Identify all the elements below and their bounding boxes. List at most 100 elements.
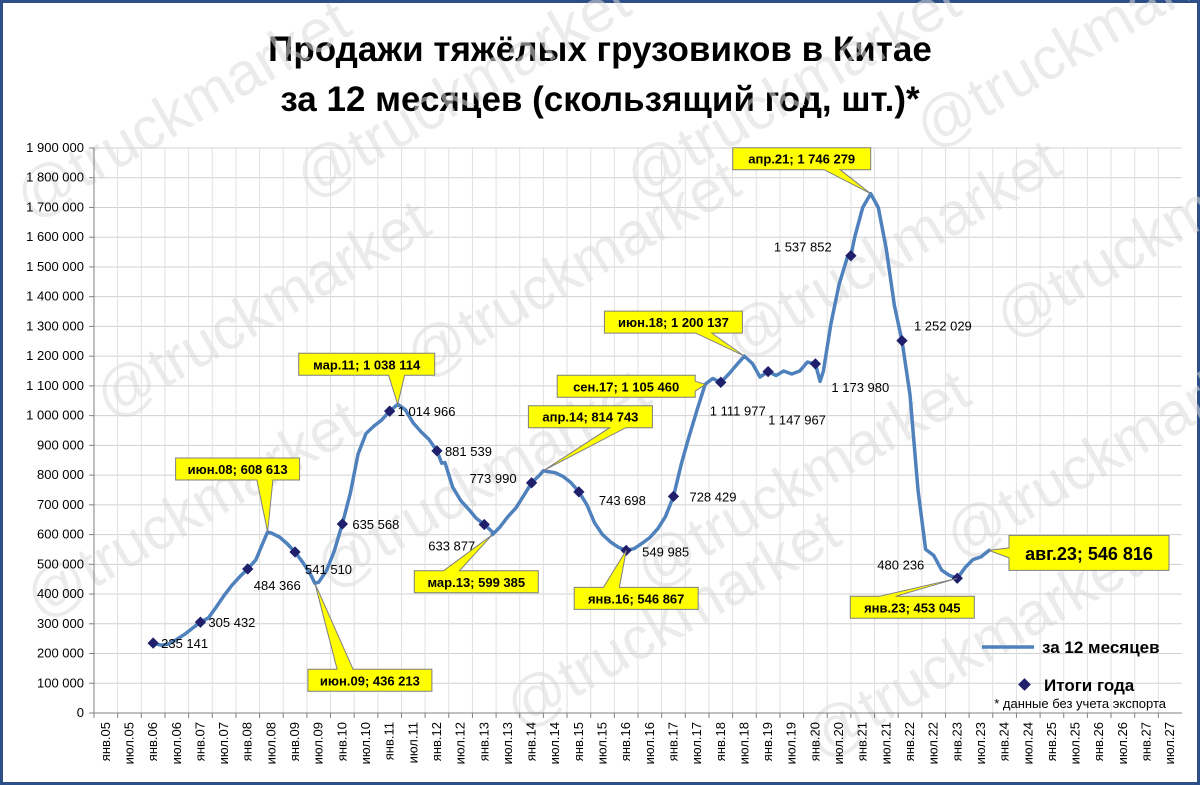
x-tick-label: янв.11 [382, 722, 397, 760]
year-total-marker [242, 563, 254, 575]
x-tick-label: июл.22 [926, 722, 941, 764]
callout-label: сен.17; 1 105 460 [573, 379, 679, 394]
x-tick-label: янв.24 [997, 722, 1012, 761]
callout-box [849, 577, 975, 619]
year-total-marker [845, 250, 857, 262]
legend-label-marker: Итоги года [1044, 676, 1135, 695]
x-tick-label: июл.13 [500, 722, 515, 764]
year-total-marker [147, 637, 159, 649]
callout-label: авг.23; 546 816 [1025, 544, 1153, 564]
legend-label-line: за 12 месяцев [1042, 638, 1160, 657]
x-tick-label: янв.17 [665, 722, 680, 761]
x-tick-label: янв.18 [713, 722, 728, 761]
x-tick-label: июл.26 [1115, 722, 1130, 764]
legend-marker-swatch [1018, 678, 1031, 691]
callout-box [298, 352, 436, 407]
chart-title: Продажи тяжёлых грузовиков в Китае за 12… [3, 25, 1197, 125]
year-total-marker [525, 477, 538, 489]
callout: янв.16; 546 867 [573, 550, 699, 610]
year-total-marker [896, 335, 908, 347]
y-tick-label: 200 000 [37, 646, 84, 661]
callout-label: июн.18; 1 200 137 [618, 315, 729, 330]
data-label: 635 568 [352, 517, 399, 532]
data-label: 1 014 966 [398, 404, 456, 419]
x-tick-label: янв.20 [807, 722, 822, 761]
year-total-marker [809, 358, 822, 370]
callout-box [413, 534, 539, 594]
data-label: 549 985 [642, 544, 689, 559]
x-tick-label: июл.27 [1162, 722, 1177, 764]
x-tick-label: июл.24 [1020, 722, 1035, 764]
y-tick-label: 1 500 000 [26, 259, 84, 274]
y-tick-label: 500 000 [37, 556, 84, 571]
year-total-marker [478, 518, 490, 531]
x-tick-label: июл.10 [358, 722, 373, 764]
data-label: 1 147 967 [768, 413, 826, 428]
callout-label: янв.16; 546 867 [588, 591, 684, 606]
x-tick-label: янв.19 [760, 722, 775, 761]
y-tick-label: 700 000 [37, 497, 84, 512]
data-label: 881 539 [445, 444, 492, 459]
x-tick-label: июл.12 [453, 722, 468, 764]
y-tick-label: 900 000 [37, 437, 84, 452]
x-tick-label: янв.13 [476, 722, 491, 761]
callout: апр.21; 1 746 279 [732, 147, 872, 195]
callout-box [527, 405, 653, 472]
x-tick-label: июл.19 [784, 722, 799, 764]
data-label: 305 432 [208, 615, 255, 630]
x-tick-label: июл.18 [736, 722, 751, 764]
x-tick-label: янв.09 [287, 722, 302, 761]
callout-label: июн.09; 436 213 [320, 673, 420, 688]
x-tick-label: июл.17 [689, 722, 704, 764]
x-tick-label: июл.09 [311, 722, 326, 764]
callout: июн.18; 1 200 137 [603, 310, 745, 357]
watermark-text: @truckmarket [83, 186, 441, 431]
callout: сен.17; 1 105 460 [556, 374, 707, 398]
x-tick-label: янв.23 [949, 722, 964, 761]
callout-box [603, 310, 745, 357]
y-tick-label: 1 000 000 [26, 408, 84, 423]
data-label: 773 990 [470, 471, 517, 486]
y-tick-label: 1 800 000 [26, 170, 84, 185]
callout-box [732, 147, 872, 195]
year-total-marker [336, 518, 349, 530]
x-tick-label: июл.20 [831, 722, 846, 764]
y-tick-label: 100 000 [37, 675, 84, 690]
y-tick-label: 400 000 [37, 586, 84, 601]
callout-box [573, 550, 699, 610]
data-label: 1 537 852 [774, 240, 832, 255]
data-label: 235 141 [161, 636, 208, 651]
y-tick-label: 1 700 000 [26, 199, 84, 214]
y-tick-label: 1 300 000 [26, 318, 84, 333]
year-total-marker [667, 490, 680, 503]
data-label: 484 366 [254, 578, 301, 593]
x-tick-label: июл.15 [595, 722, 610, 764]
x-tick-label: янв.10 [334, 722, 349, 761]
y-tick-label: 1 200 000 [26, 348, 84, 363]
x-tick-label: янв.07 [192, 722, 207, 761]
callout-label: мар.11; 1 038 114 [313, 357, 421, 372]
data-label: 633 877 [428, 539, 475, 554]
x-tick-label: июл.08 [263, 722, 278, 764]
data-label: 1 111 977 [710, 403, 766, 418]
year-total-marker [762, 365, 774, 378]
data-label: 743 698 [599, 493, 646, 508]
callout-label: апр.14; 814 743 [542, 410, 638, 425]
callout-box [175, 457, 301, 533]
year-total-marker [194, 616, 207, 628]
y-tick-label: 1 400 000 [26, 289, 84, 304]
year-total-marker [289, 546, 301, 558]
x-tick-label: июл.21 [878, 722, 893, 764]
x-tick-label: янв.22 [902, 722, 917, 761]
callout-box [556, 374, 707, 398]
year-total-marker [431, 445, 443, 457]
callout: янв.23; 453 045 [849, 577, 975, 619]
watermark-text: @truckmarket [393, 146, 751, 391]
callout: апр.14; 814 743 [527, 405, 653, 472]
data-label: 728 429 [689, 489, 736, 504]
callout: июн.08; 608 613 [175, 457, 301, 533]
x-tick-label: июл.06 [169, 722, 184, 764]
x-tick-label: июл.11 [405, 722, 420, 763]
x-tick-label: июл.23 [973, 722, 988, 764]
